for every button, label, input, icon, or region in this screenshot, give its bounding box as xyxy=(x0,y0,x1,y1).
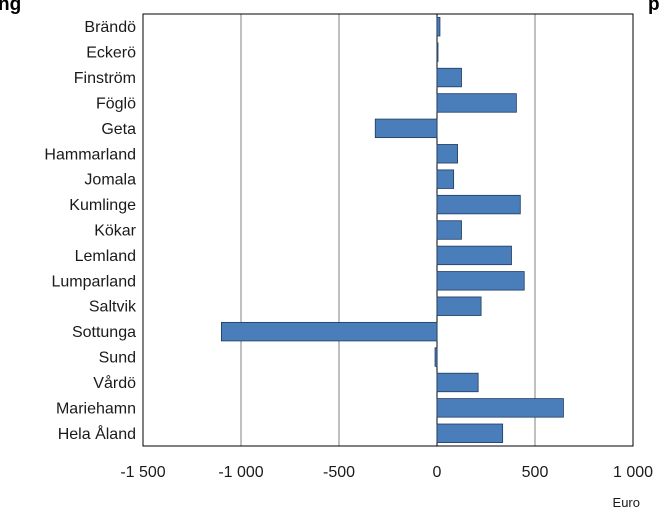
bar-15 xyxy=(436,398,564,418)
bar-11 xyxy=(436,296,482,316)
category-label-7: Kumlinge xyxy=(69,197,136,214)
category-label-12: Sottunga xyxy=(72,324,136,341)
bar-16 xyxy=(436,423,504,443)
category-labels: Brändö Eckerö Finström Föglö Geta Hammarland J… xyxy=(44,19,137,443)
category-label-13: Sund xyxy=(99,350,136,367)
bar-4 xyxy=(374,118,438,139)
bar-5 xyxy=(436,144,458,164)
category-label-2: Finström xyxy=(74,70,136,87)
x-tick-label-4: 500 xyxy=(522,464,549,481)
category-label-10: Lumparland xyxy=(52,273,137,290)
x-tick-label-1: -1 000 xyxy=(218,464,263,481)
x-tick-label-2: -500 xyxy=(323,464,355,481)
category-label-6: Jomala xyxy=(84,172,136,189)
category-label-1: Eckerö xyxy=(86,45,136,62)
category-label-8: Kökar xyxy=(94,223,136,240)
bar-13 xyxy=(434,347,438,367)
bars xyxy=(220,17,564,443)
bar-14 xyxy=(436,372,479,393)
category-label-4: Geta xyxy=(101,121,136,138)
bar-2 xyxy=(436,67,462,88)
x-tick-label-3: 0 xyxy=(433,464,442,481)
x-tick-label-0: -1 500 xyxy=(120,464,165,481)
chart-title-fragment-left: ng xyxy=(0,0,21,15)
unit-label: Euro xyxy=(613,495,640,510)
chart-title-fragment-right: p xyxy=(648,0,660,15)
plot-frame xyxy=(142,13,634,447)
x-tick-labels: -1 500 -1 000 -500 0 500 1 000 xyxy=(120,464,653,481)
bar-12 xyxy=(220,321,438,342)
category-label-9: Lemland xyxy=(75,248,136,265)
category-label-15: Mariehamn xyxy=(56,400,136,417)
bar-7 xyxy=(436,194,521,215)
bar-3 xyxy=(436,93,517,113)
bar-1 xyxy=(436,42,439,62)
bar-9 xyxy=(436,245,512,266)
bar-10 xyxy=(436,271,525,291)
bar-6 xyxy=(436,169,455,189)
category-label-3: Föglö xyxy=(96,95,136,112)
category-label-16: Hela Åland xyxy=(58,424,136,443)
category-label-5: Hammarland xyxy=(44,146,136,163)
gridlines xyxy=(240,14,536,446)
category-label-11: Saltvik xyxy=(89,299,137,316)
x-tick-label-5: 1 000 xyxy=(613,464,653,481)
category-label-14: Vårdö xyxy=(93,374,136,392)
bar-8 xyxy=(436,220,462,240)
category-label-0: Brändö xyxy=(84,19,136,36)
bar-0 xyxy=(436,17,441,37)
